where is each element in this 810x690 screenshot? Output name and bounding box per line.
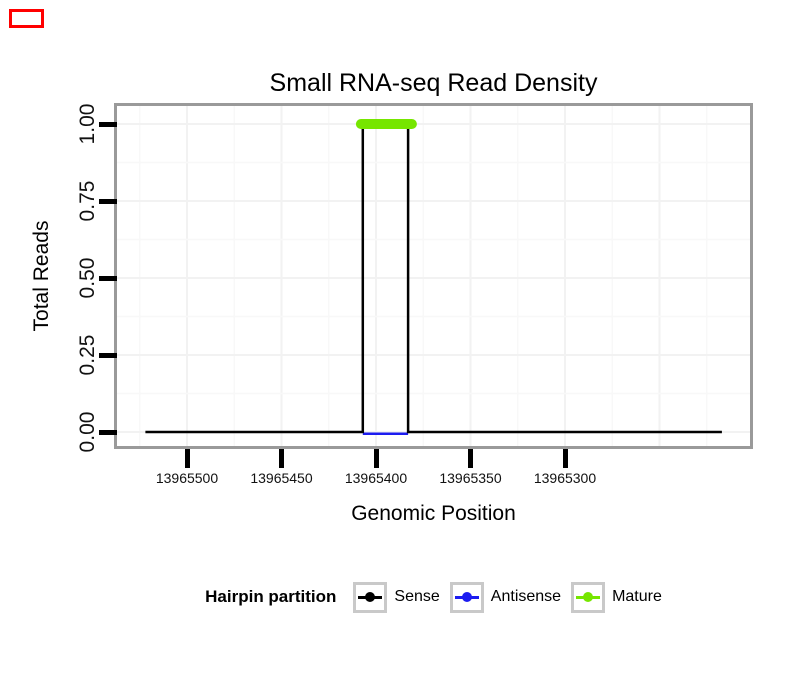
y-tick <box>99 275 117 281</box>
legend-key-point-icon <box>461 592 472 602</box>
y-tick <box>99 429 117 435</box>
legend-label-sense: Sense <box>394 588 440 605</box>
legend-item-mature: Mature <box>571 581 662 613</box>
x-tick-label: 13965350 <box>439 470 502 486</box>
legend-item-antisense: Antisense <box>449 581 562 613</box>
y-tick-label: 1.00 <box>76 103 99 145</box>
chart-plot-area <box>117 106 750 446</box>
legend-key-antisense <box>449 581 484 613</box>
legend-label-mature: Mature <box>612 588 662 605</box>
y-tick-label: 0.00 <box>76 411 99 453</box>
x-tick-label: 13965450 <box>250 470 313 486</box>
legend: Hairpin partition Sense Antisense Mature <box>117 579 750 615</box>
x-tick <box>562 449 568 468</box>
screenshot-marker <box>9 9 44 28</box>
x-tick <box>279 449 284 468</box>
legend-key-sense <box>353 581 388 613</box>
x-tick-label: 13965300 <box>533 470 597 486</box>
legend-key-mature <box>571 581 606 613</box>
y-tick <box>99 121 117 127</box>
y-tick-label: 0.50 <box>76 257 99 299</box>
y-tick-label: 0.75 <box>76 180 99 222</box>
legend-item-sense: Sense <box>353 581 440 613</box>
legend-title: Hairpin partition <box>205 587 337 606</box>
legend-items: Sense Antisense Mature <box>353 581 662 613</box>
x-tick <box>468 449 473 468</box>
x-axis-title: Genomic Position <box>351 502 516 525</box>
x-tick <box>184 449 190 468</box>
x-tick-label: 13965500 <box>155 470 219 486</box>
x-tick <box>373 449 379 468</box>
y-tick <box>99 352 117 358</box>
legend-key-point-icon <box>583 592 594 602</box>
legend-label-antisense: Antisense <box>490 588 562 605</box>
y-tick-label: 0.25 <box>76 334 99 376</box>
legend-key-point-icon <box>365 592 376 602</box>
y-axis-title: Total Reads <box>30 220 53 332</box>
x-tick-label: 13965400 <box>344 470 408 486</box>
plot-panel <box>117 106 750 446</box>
y-tick <box>99 198 117 204</box>
chart-title: Small RNA-seq Read Density <box>269 69 598 97</box>
